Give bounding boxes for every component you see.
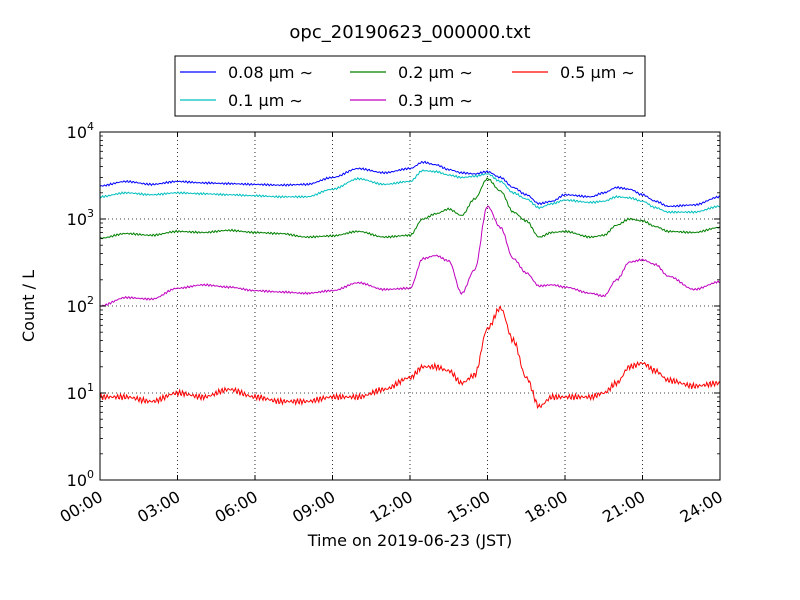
legend-entry-label: 0.5 μm ∼ [560, 63, 635, 82]
series-lines [99, 160, 721, 410]
y-tick-label: 102 [67, 294, 94, 316]
legend: 0.08 μm ∼ 0.1 μm ∼ 0.2 μm ∼ 0.3 μm ∼ 0.5 μm … [174, 55, 646, 117]
series-line [99, 305, 721, 410]
series-line [99, 169, 721, 214]
grid-lines [100, 132, 720, 480]
y-tick-label: 103 [67, 207, 94, 229]
x-axis-label: Time on 2019-06-23 (JST) [307, 531, 512, 550]
y-tick-label: 100 [67, 468, 94, 490]
chart-title: opc_20190623_000000.txt [289, 22, 530, 43]
legend-entry-label: 0.1 μm ∼ [228, 91, 303, 110]
series-line [99, 160, 721, 208]
legend-entry-label: 0.08 μm ∼ [228, 63, 313, 82]
y-tick-label: 104 [67, 120, 94, 142]
y-axis-tick-labels: 100 101 102 103 104 [67, 120, 94, 490]
axis-ticks [99, 131, 721, 481]
y-tick-label: 101 [67, 381, 94, 403]
legend-entry-label: 0.3 μm ∼ [398, 91, 473, 110]
y-axis-label: Count / L [19, 270, 38, 342]
series-line [99, 205, 721, 307]
series-line [99, 177, 721, 240]
legend-entry-label: 0.2 μm ∼ [398, 63, 473, 82]
legend-frame [174, 55, 646, 117]
